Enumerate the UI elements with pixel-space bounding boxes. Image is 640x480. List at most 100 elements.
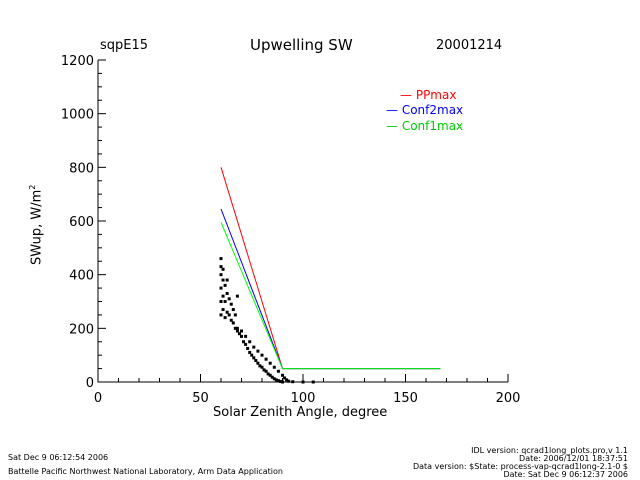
scatter-point bbox=[276, 379, 280, 383]
scatter-point bbox=[225, 291, 229, 295]
y-tick-label: 400 bbox=[69, 269, 94, 284]
scatter-point bbox=[285, 378, 289, 382]
scatter-point bbox=[254, 359, 258, 363]
scatter-point bbox=[264, 369, 268, 373]
scatter-point bbox=[311, 380, 315, 384]
scatter-point bbox=[242, 340, 246, 344]
scatter-point bbox=[237, 332, 241, 336]
scatter-point bbox=[281, 380, 284, 384]
scatter-point bbox=[278, 379, 282, 383]
scatter-point bbox=[287, 379, 291, 383]
scatter-point bbox=[268, 361, 272, 365]
y-tick-label: 200 bbox=[69, 322, 94, 337]
scatter-point bbox=[231, 308, 235, 312]
scatter-point bbox=[235, 329, 239, 333]
legend-conf2max-label: Conf2max bbox=[401, 103, 464, 117]
scatter-point bbox=[233, 326, 237, 330]
y-tick-label: 1000 bbox=[61, 108, 94, 123]
footer-version: IDL version: qcrad1long_plots.pro,v 1.1 … bbox=[413, 447, 628, 479]
y-tick-label: 800 bbox=[69, 161, 94, 176]
x-tick-label: 0 bbox=[94, 391, 102, 406]
chart-title: Upwelling SW bbox=[250, 36, 353, 54]
scatter-point bbox=[256, 349, 260, 353]
scatter-point bbox=[219, 300, 223, 303]
scatter-point bbox=[252, 356, 256, 360]
footer-date: Sat Dec 9 06:12:54 2006 bbox=[8, 453, 109, 462]
legend-conf2max: — Conf2max bbox=[386, 103, 464, 117]
scatter-point bbox=[256, 361, 260, 365]
scatter-point bbox=[240, 329, 243, 333]
scatter-point bbox=[301, 380, 305, 384]
footer-line: Date: Sat Dec 9 06:12:37 2006 bbox=[503, 470, 628, 479]
scatter-point bbox=[262, 368, 266, 372]
scatter-point bbox=[270, 375, 274, 379]
scatter-point bbox=[258, 364, 262, 368]
scatter-point bbox=[235, 326, 239, 330]
scatter-point bbox=[221, 294, 225, 298]
x-axis-label: Solar Zenith Angle, degree bbox=[213, 405, 388, 420]
scatter-point bbox=[219, 286, 223, 290]
scatter-point bbox=[223, 283, 227, 287]
scatter-point bbox=[266, 372, 270, 376]
scatter-point bbox=[221, 278, 225, 282]
scatter-point bbox=[260, 353, 264, 357]
scatter-point bbox=[229, 302, 233, 306]
scatter-point bbox=[221, 267, 225, 271]
scatter-point bbox=[276, 369, 280, 373]
y-axis-label-sup: 2 bbox=[28, 184, 37, 190]
y-tick-label: 1200 bbox=[61, 54, 94, 69]
y-axis-label: SWup, W/m2 bbox=[28, 185, 44, 265]
scatter-point bbox=[227, 313, 231, 317]
scatter-point bbox=[235, 294, 239, 298]
legend-conf1max: — Conf1max bbox=[386, 119, 464, 133]
x-tick-label: 100 bbox=[291, 391, 316, 406]
scatter-point bbox=[240, 334, 243, 338]
x-tick-label: 50 bbox=[192, 391, 209, 406]
scatter-point bbox=[272, 365, 276, 369]
scatter-point bbox=[281, 373, 284, 377]
footer-line: Data version: $State: process-vap-qcrad1… bbox=[412, 462, 628, 471]
footer-line: IDL version: qcrad1long_plots.pro,v 1.1 bbox=[471, 446, 628, 455]
line-conf1max bbox=[220, 222, 441, 370]
y-tick-label: 0 bbox=[86, 376, 94, 391]
scatter-point bbox=[229, 318, 233, 322]
x-tick-label: 150 bbox=[393, 391, 418, 406]
scatter-point bbox=[291, 380, 295, 384]
scatter-point bbox=[221, 308, 225, 312]
scatter-point bbox=[225, 310, 229, 314]
scatter-point bbox=[227, 297, 231, 301]
scatter-point bbox=[231, 321, 235, 325]
scatter-point bbox=[223, 316, 227, 320]
y-axis-label-text: SWup, W/m bbox=[29, 189, 45, 265]
scatter-point bbox=[244, 342, 248, 346]
scatter-point bbox=[264, 357, 268, 361]
scatter-point bbox=[219, 265, 223, 269]
footer-org: Battelle Pacific Northwest National Labo… bbox=[8, 467, 283, 476]
legend-ppmax-label: PPmax bbox=[415, 88, 457, 102]
scatter-point bbox=[233, 313, 237, 317]
scatter-point bbox=[252, 345, 256, 349]
scatter-point bbox=[260, 365, 264, 369]
footer-line: Date: 2006/12/01 18:37:51 bbox=[519, 454, 628, 463]
scatter-point bbox=[219, 313, 223, 317]
scatter-point bbox=[274, 378, 278, 382]
scatter-point bbox=[219, 273, 223, 277]
scatter-point bbox=[223, 300, 227, 303]
scatter-point bbox=[248, 350, 252, 354]
date-label: 20001214 bbox=[436, 38, 503, 53]
scatter-point bbox=[248, 340, 252, 344]
scatter-point bbox=[244, 334, 248, 338]
scatter-point bbox=[225, 278, 229, 282]
scatter-point bbox=[268, 373, 272, 377]
scatter-point bbox=[246, 346, 250, 350]
x-tick-label: 200 bbox=[496, 391, 521, 406]
line-ppmax bbox=[220, 167, 441, 370]
line-conf2max bbox=[220, 208, 441, 370]
scatter-point bbox=[250, 353, 254, 357]
scatter-point bbox=[219, 257, 223, 261]
site-label: sqpE15 bbox=[100, 38, 149, 53]
legend-conf1max-label: Conf1max bbox=[401, 119, 464, 133]
scatter-point bbox=[283, 376, 287, 380]
